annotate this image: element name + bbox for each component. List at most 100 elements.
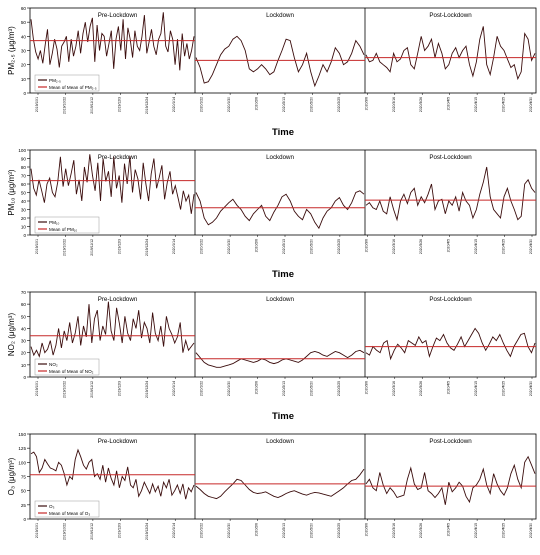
series-line [30,154,195,214]
period-title: Pre-Lockdown [98,438,138,445]
period-title: Pre-Lockdown [98,296,138,303]
x-tick-label: 2020/2/20 [309,97,313,112]
x-tick-label: 2020/3/6 [364,97,368,110]
x-tick-label: 2020/1/14 [172,97,176,112]
x-tick-label: 2019/11/12 [90,523,94,540]
legend-label: NO₂ [49,362,58,367]
x-tick-label: 2020/1/30 [227,97,231,112]
x-tick-label: 2020/4/25 [502,523,506,538]
legend-label: Mean of PM₁₀ [49,227,77,232]
series-line [365,26,536,81]
y-tick-label: 70 [21,290,27,295]
legend-label: PM₁₀ [49,220,59,225]
y-tick-label: 60 [21,182,27,187]
series-line [30,301,195,358]
x-tick-label: 2020/2/6 [255,97,259,110]
x-tick-label: 2020/4/5 [447,239,451,252]
y-tick-label: 10 [21,363,27,368]
y-tick-label: 30 [21,339,27,344]
x-tick-label: 2020/4/15 [474,97,478,112]
x-tick-label: 2020/3/6 [364,239,368,252]
x-tick-label: 2020/3/16 [392,239,396,254]
x-tick-label: 2020/1/22 [200,239,204,254]
x-tick-label: 2020/4/15 [474,523,478,538]
x-tick-label: 2019/10/1 [35,381,39,396]
y-tick-label: 50 [21,489,27,494]
x-tick-label: 2020/2/6 [255,239,259,252]
panel-2: 0 10 20 30 40 50 60 70 80 90 100 PM₁₀ (μg/m³) 2019/1… [7,148,537,280]
y-tick-label: 20 [21,351,27,356]
x-tick-label: 2019/12/24 [145,523,149,540]
x-tick-label: 2019/10/22 [62,239,66,256]
y-axis-label: PM₁₀ (μg/m³) [7,169,16,216]
x-tick-label: 2019/10/22 [62,97,66,114]
x-tick-label: 2020/3/26 [419,239,423,254]
x-tick-label: 2020/4/30 [529,97,533,112]
panel-4: 0 25 50 75 100 125 150 O₃ (μg/m³) 2019/10/1 2019/… [7,432,537,555]
y-axis-label: PM₂.₅ (μg/m³) [7,26,16,75]
period-title: Post-Lockdown [429,438,472,445]
legend-box [34,74,100,92]
y-tick-label: 0 [23,233,26,238]
y-tick-label: 25 [21,503,27,508]
x-tick-label: 2020/2/13 [282,97,286,112]
x-tick-label: 2020/1/14 [172,523,176,538]
series-line [195,349,365,368]
x-tick-label: 2020/4/25 [502,239,506,254]
period-title: Post-Lockdown [429,296,472,303]
x-tick-label: 2020/4/25 [502,381,506,396]
x-tick-label: 2020/4/5 [447,381,451,394]
x-tick-label: 2019/10/1 [35,523,39,538]
x-tick-label: 2019/12/3 [117,239,121,254]
panel-1: 0 10 20 30 40 50 60 PM₂.₅ (μg/m³) 2019/10/1 2019/… [7,6,537,138]
y-tick-label: 40 [21,326,27,331]
x-tick-label: 2020/1/30 [227,239,231,254]
x-tick-label: 2020/4/30 [529,523,533,538]
x-tick-label: 2020/2/13 [282,381,286,396]
y-tick-label: 90 [21,157,27,162]
x-tick-label: 2019/12/24 [145,381,149,398]
x-tick-label: 2020/2/13 [282,239,286,254]
x-tick-label: 2020/1/14 [172,239,176,254]
x-tick-label: 2020/3/26 [419,523,423,538]
x-axis-label: Time [272,269,294,280]
x-tick-label: 2020/2/6 [255,381,259,394]
x-tick-label: 2020/3/16 [392,523,396,538]
x-tick-label: 2020/1/30 [227,523,231,538]
x-tick-label: 2019/10/1 [35,239,39,254]
y-axis-label: O₃ (μg/m³) [7,457,16,495]
x-tick-label: 2020/1/22 [200,97,204,112]
x-tick-label: 2020/3/26 [419,381,423,396]
x-tick-label: 2020/1/22 [200,381,204,396]
y-tick-label: 70 [21,174,27,179]
x-tick-label: 2020/1/14 [172,381,176,396]
legend-box [34,358,100,376]
legend-box [34,216,100,234]
y-tick-label: 80 [21,165,27,170]
plot-frame [29,291,537,378]
x-tick-label: 2019/12/24 [145,97,149,114]
y-tick-label: 125 [18,446,26,451]
period-title: Pre-Lockdown [98,12,138,19]
x-tick-label: 2020/2/6 [255,523,259,536]
legend-label: O₃ [49,504,55,509]
plot-frame [29,149,537,236]
x-tick-label: 2020/2/20 [309,239,313,254]
x-axis-label: Time [272,411,294,422]
x-tick-label: 2020/3/16 [392,97,396,112]
y-tick-label: 30 [21,49,27,54]
y-tick-label: 0 [23,91,26,96]
x-tick-label: 2020/2/13 [282,523,286,538]
period-title: Post-Lockdown [429,12,472,19]
y-tick-label: 60 [21,302,27,307]
series-line [365,327,536,361]
series-line [365,455,536,505]
x-tick-label: 2020/4/15 [474,239,478,254]
x-tick-label: 2019/11/12 [90,239,94,256]
x-axis-label: Time [272,127,294,138]
legend-label: Mean of Mean of NO₂ [49,369,94,374]
y-tick-label: 75 [21,475,27,480]
plot-frame [29,433,537,520]
x-tick-label: 2020/1/22 [200,523,204,538]
